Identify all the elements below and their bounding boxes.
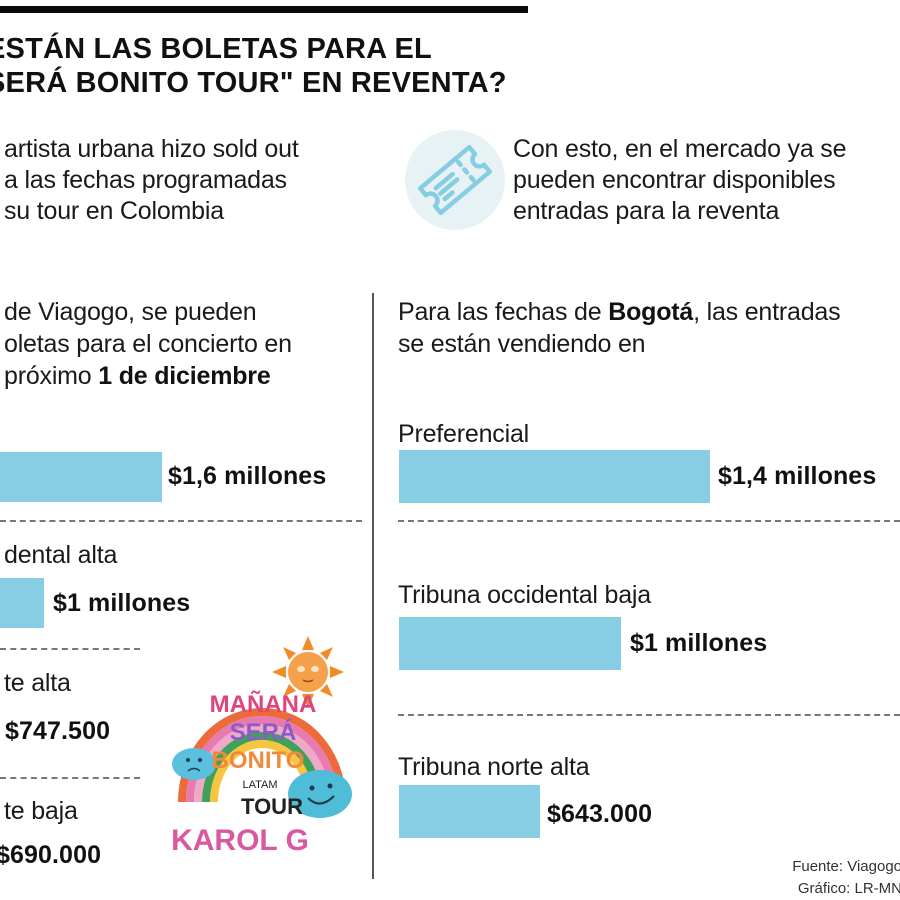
right-bar-1 [399, 450, 710, 503]
page-title-line1: ESTÁN LAS BOLETAS PARA EL [0, 33, 432, 65]
left-value-1: $1,6 millones [168, 462, 327, 490]
right-section-line1-suffix: , las entradas [693, 298, 841, 326]
right-section-line1: Para las fechas de Bogotá, las entradas [398, 296, 841, 328]
right-label-1: Preferencial [398, 420, 529, 448]
left-section-line1: de Viagogo, se pueden [4, 298, 257, 326]
rainbow-logo-icon: MAÑANA SERÁ BONITO LATAM TOUR KAROL G [171, 636, 352, 857]
logo-text-line5: TOUR [241, 794, 303, 819]
page-title-line2: SERÁ BONITO TOUR" EN REVENTA? [0, 67, 507, 99]
left-bar-1 [0, 452, 162, 502]
left-divider-1 [0, 520, 362, 522]
footer-credit: Gráfico: LR-MN [797, 880, 900, 897]
ticket-icon [417, 144, 493, 216]
intro-left-line2: a las fechas programadas [4, 166, 287, 194]
left-label-3: te alta [4, 669, 71, 697]
footer-source: Fuente: Viagogo [792, 858, 900, 875]
left-value-4: $690.000 [0, 841, 102, 869]
right-label-2: Tribuna occidental baja [398, 581, 651, 609]
column-divider [372, 293, 374, 879]
intro-right-line1: Con esto, en el mercado ya se [513, 135, 847, 163]
right-section-line1-text: Para las fechas de [398, 298, 609, 326]
left-section-line3-text: próximo [4, 362, 99, 390]
right-bar-2 [399, 617, 621, 670]
logo-text-line1: MAÑANA [210, 690, 317, 718]
left-section-line3: próximo 1 de diciembre [4, 360, 271, 392]
left-label-2: dental alta [4, 541, 118, 569]
left-section-date: 1 de diciembre [98, 362, 271, 390]
intro-left-line3: su tour en Colombia [4, 197, 224, 225]
left-divider-2 [0, 648, 140, 650]
ticket-icon-circle [405, 130, 505, 230]
left-divider-3 [0, 777, 140, 779]
left-value-3: $747.500 [5, 717, 111, 745]
top-rule [0, 6, 528, 13]
right-value-2: $1 millones [630, 629, 768, 657]
right-label-3: Tribuna norte alta [398, 753, 590, 781]
intro-right-line2: pueden encontrar disponibles [513, 166, 836, 194]
logo-text-line2: SERÁ [230, 718, 297, 746]
intro-left-line1: artista urbana hizo sold out [4, 135, 299, 163]
left-section-line2: oletas para el concierto en [4, 330, 292, 358]
right-bar-3 [399, 785, 540, 838]
right-divider-2 [398, 714, 900, 716]
right-divider-1 [398, 520, 900, 522]
logo-text-line6: KAROL G [171, 824, 309, 857]
logo-text-line4: LATAM [242, 779, 277, 791]
left-bar-2 [0, 578, 44, 628]
footer: Fuente: Viagogo Gráfico: LR-MN [792, 856, 900, 900]
right-section-line2: se están vendiendo en [398, 330, 646, 358]
right-value-1: $1,4 millones [718, 462, 877, 490]
left-label-4: te baja [4, 797, 78, 825]
logo-text-line3: BONITO [212, 747, 305, 774]
tour-logo: MAÑANA SERÁ BONITO LATAM TOUR KAROL G [168, 632, 358, 862]
right-section-city: Bogotá [608, 298, 694, 326]
right-value-3: $643.000 [547, 800, 653, 828]
left-value-2: $1 millones [53, 589, 191, 617]
intro-right-line3: entradas para la reventa [513, 197, 780, 225]
